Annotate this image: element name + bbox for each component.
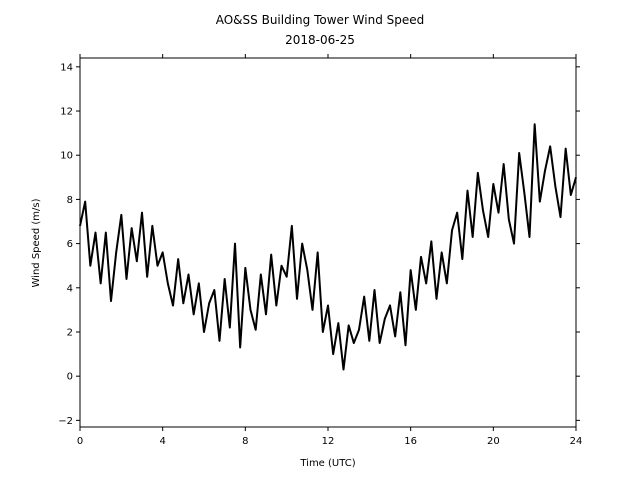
x-tick-label: 12 [322, 436, 335, 447]
x-axis-label: Time (UTC) [299, 458, 355, 469]
y-tick-label: 6 [67, 239, 73, 250]
y-tick-label: 0 [67, 372, 73, 383]
y-axis-label: Wind Speed (m/s) [31, 198, 42, 287]
y-tick-label: 14 [60, 62, 73, 73]
y-tick-label: 12 [60, 107, 73, 118]
x-tick-label: 24 [570, 436, 583, 447]
x-tick-label: 8 [242, 436, 248, 447]
y-tick-label: 10 [60, 151, 73, 162]
y-tick-label: −2 [58, 416, 73, 427]
chart-subtitle: 2018-06-25 [285, 33, 355, 47]
y-tick-label: 4 [67, 283, 73, 294]
x-tick-label: 4 [159, 436, 165, 447]
x-tick-label: 0 [77, 436, 83, 447]
y-tick-label: 2 [67, 327, 73, 338]
y-tick-label: 8 [67, 195, 73, 206]
x-tick-label: 20 [487, 436, 500, 447]
x-tick-label: 16 [404, 436, 417, 447]
chart-title: AO&SS Building Tower Wind Speed [216, 13, 425, 27]
wind-speed-line [79, 123, 577, 371]
